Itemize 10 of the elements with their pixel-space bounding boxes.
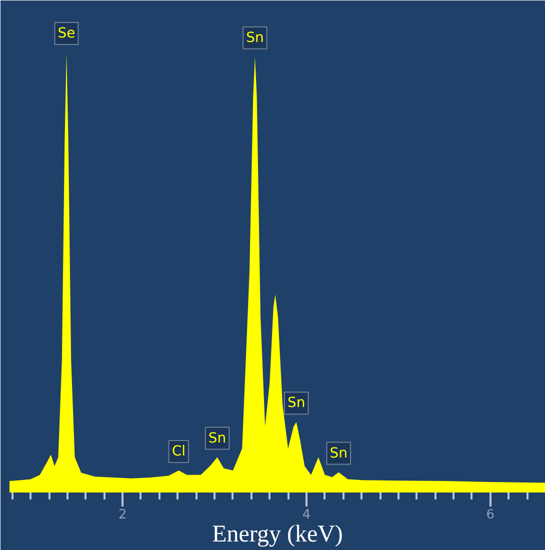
x-tick-label: 2 [118, 508, 127, 522]
x-tick-label: 4 [302, 508, 311, 522]
annotation: Sn [246, 30, 264, 46]
x-axis-title: Energy (keV) [212, 522, 343, 548]
annotation: Sn [208, 430, 226, 446]
annotation: Cl [172, 444, 186, 460]
annotation: Sn [287, 395, 306, 412]
annotation: Se [58, 26, 76, 42]
annotation: Sn [330, 445, 348, 462]
x-tick-label: 6 [486, 508, 494, 522]
